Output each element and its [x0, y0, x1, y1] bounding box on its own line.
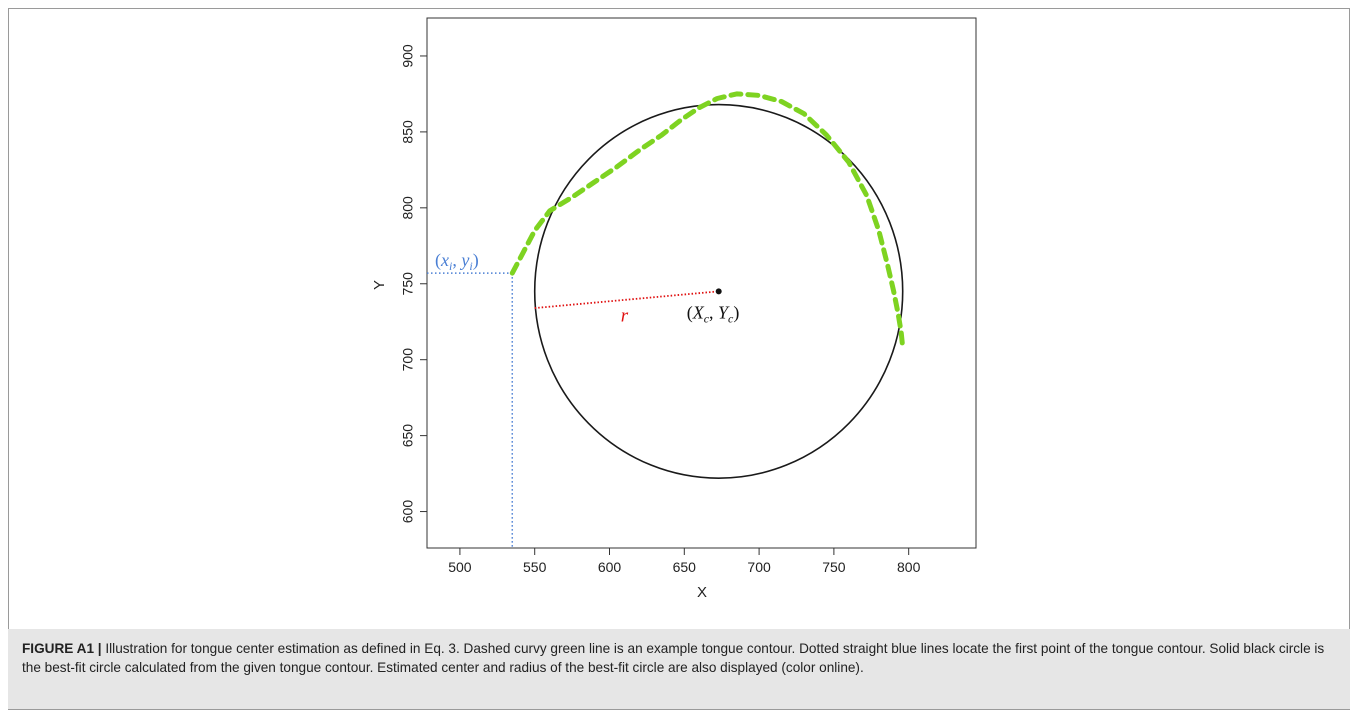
tongue-contour-line	[509, 91, 906, 350]
y-tick-label: 700	[400, 348, 416, 372]
x-tick-label: 750	[822, 559, 846, 575]
first-point-label: (xi, yi)	[435, 250, 479, 273]
x-tick-label: 800	[897, 559, 921, 575]
y-axis: 600 650 700 750 800 850 900	[400, 44, 427, 523]
figure-frame	[8, 8, 1350, 710]
x-tick-label: 500	[448, 559, 472, 575]
caption-label: FIGURE A1 |	[22, 641, 102, 656]
x-axis: 500 550 600 650 700 750 800	[448, 548, 921, 575]
chart: 500 550 600 650 700 750 800 600 650 700 750 800 850…	[371, 17, 977, 601]
radius-label: r	[621, 306, 629, 327]
center-point	[715, 288, 722, 295]
best-fit-circle	[533, 103, 904, 479]
y-tick-label: 900	[400, 44, 416, 68]
y-tick-label: 800	[400, 196, 416, 220]
caption-background	[8, 629, 1350, 709]
y-tick-label: 850	[400, 120, 416, 144]
x-tick-label: 550	[523, 559, 547, 575]
center-label: (Xc, Yc)	[687, 302, 740, 325]
y-tick-label: 750	[400, 272, 416, 296]
x-tick-label: 700	[747, 559, 771, 575]
y-tick-label: 650	[400, 424, 416, 448]
radius-line	[534, 290, 719, 309]
plot-box	[426, 17, 977, 549]
plot-marks: r (Xc, Yc) (xi, yi)	[427, 91, 906, 548]
figure-caption: FIGURE A1 | Illustration for tongue cent…	[22, 639, 1338, 677]
y-axis-label: Y	[371, 280, 388, 290]
x-axis-label: X	[697, 584, 707, 601]
x-tick-label: 600	[598, 559, 622, 575]
caption-text: Illustration for tongue center estimatio…	[22, 641, 1325, 675]
y-tick-label: 600	[400, 500, 416, 524]
x-tick-label: 650	[673, 559, 697, 575]
